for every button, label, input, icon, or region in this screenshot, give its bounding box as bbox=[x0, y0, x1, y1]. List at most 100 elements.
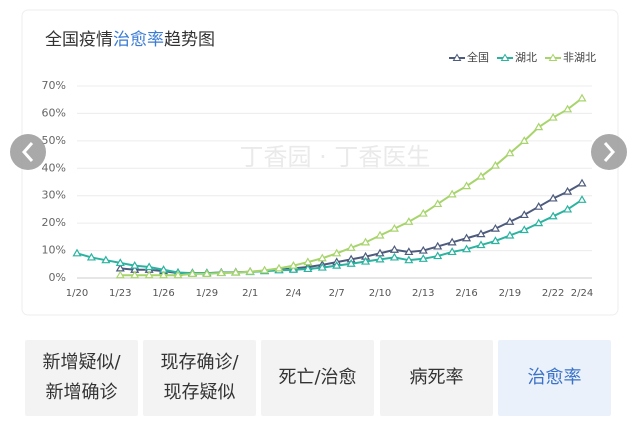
tab[interactable]: 治愈率 bbox=[498, 340, 611, 416]
point-marker bbox=[101, 255, 111, 264]
legend-marker bbox=[452, 53, 462, 61]
point-marker bbox=[418, 208, 428, 217]
legend-marker bbox=[500, 53, 510, 61]
point-marker bbox=[563, 204, 573, 213]
point-marker bbox=[375, 254, 385, 263]
x-tick-label: 2/7 bbox=[329, 288, 345, 299]
point-marker bbox=[389, 223, 399, 232]
point-marker bbox=[115, 258, 125, 267]
point-marker bbox=[519, 136, 529, 144]
point-marker bbox=[346, 243, 356, 251]
point-marker bbox=[404, 217, 414, 225]
legend-marker bbox=[548, 53, 558, 61]
point-marker bbox=[519, 225, 529, 234]
point-marker bbox=[130, 260, 140, 269]
legend-label: 湖北 bbox=[515, 51, 537, 64]
x-tick-label: 2/16 bbox=[455, 288, 477, 299]
point-marker bbox=[447, 247, 457, 256]
tab[interactable]: 病死率 bbox=[380, 340, 493, 416]
point-marker bbox=[490, 236, 500, 245]
point-marker bbox=[433, 199, 443, 208]
point-marker bbox=[447, 189, 457, 198]
point-marker bbox=[577, 93, 587, 102]
tab[interactable]: 死亡/治愈 bbox=[261, 340, 374, 416]
point-marker bbox=[86, 252, 96, 261]
point-marker bbox=[260, 265, 270, 274]
y-tick-label: 0% bbox=[49, 271, 66, 284]
point-marker bbox=[72, 248, 82, 257]
x-tick-label: 2/19 bbox=[499, 288, 521, 299]
tab-label: 现存确诊/ bbox=[160, 352, 239, 373]
y-tick-label: 60% bbox=[42, 106, 66, 119]
point-marker bbox=[476, 229, 486, 238]
watermark: 丁香园 · 丁香医生 bbox=[240, 143, 431, 171]
point-marker bbox=[130, 270, 140, 279]
point-marker bbox=[303, 257, 313, 266]
point-marker bbox=[317, 262, 327, 271]
point-marker bbox=[433, 241, 443, 250]
point-marker bbox=[462, 181, 472, 190]
legend-label: 全国 bbox=[467, 50, 489, 64]
point-marker bbox=[303, 264, 313, 273]
point-marker bbox=[505, 217, 515, 225]
point-marker bbox=[548, 211, 558, 220]
point-marker bbox=[563, 104, 573, 113]
y-tick-label: 10% bbox=[42, 244, 66, 257]
point-marker bbox=[577, 195, 587, 203]
point-marker bbox=[462, 244, 472, 253]
point-marker bbox=[548, 112, 558, 121]
title-highlight: 治愈率 bbox=[113, 30, 164, 50]
tab-label: 新增疑似/ bbox=[42, 352, 121, 373]
point-marker bbox=[577, 178, 587, 187]
tab[interactable]: 现存确诊/现存疑似 bbox=[143, 340, 256, 416]
tab[interactable]: 新增疑似/新增确诊 bbox=[25, 340, 138, 416]
x-tick-label: 1/23 bbox=[109, 288, 131, 299]
title-prefix: 全国疫情 bbox=[45, 30, 113, 50]
x-tick-label: 2/22 bbox=[542, 288, 564, 299]
chart-title: 全国疫情治愈率趋势图 bbox=[45, 30, 215, 50]
point-marker bbox=[144, 262, 154, 271]
point-marker bbox=[115, 270, 125, 279]
legend-label: 非湖北 bbox=[563, 51, 596, 64]
tab-label: 死亡/治愈 bbox=[278, 367, 357, 388]
point-marker bbox=[490, 223, 500, 232]
point-marker bbox=[548, 193, 558, 202]
point-marker bbox=[216, 268, 226, 277]
point-marker bbox=[476, 240, 486, 249]
point-marker bbox=[288, 265, 298, 273]
point-marker bbox=[332, 260, 342, 269]
y-tick-label: 40% bbox=[42, 161, 66, 174]
point-marker bbox=[534, 201, 544, 210]
y-tick-label: 30% bbox=[42, 189, 66, 202]
point-marker bbox=[361, 237, 371, 246]
point-marker bbox=[375, 230, 385, 239]
x-tick-label: 1/29 bbox=[196, 288, 218, 299]
point-marker bbox=[274, 263, 284, 272]
point-marker bbox=[346, 259, 356, 267]
nav-next[interactable] bbox=[591, 134, 627, 170]
x-tick-label: 2/13 bbox=[412, 288, 434, 299]
x-tick-label: 1/20 bbox=[66, 288, 88, 299]
y-tick-label: 20% bbox=[42, 216, 66, 229]
point-marker bbox=[288, 260, 298, 269]
y-tick-label: 70% bbox=[42, 79, 66, 92]
point-marker bbox=[389, 245, 399, 253]
y-tick-label: 50% bbox=[42, 134, 66, 147]
point-marker bbox=[534, 218, 544, 227]
point-marker bbox=[317, 253, 327, 262]
point-marker bbox=[433, 251, 443, 260]
point-marker bbox=[447, 237, 457, 246]
nav-prev[interactable] bbox=[10, 134, 46, 170]
point-marker bbox=[389, 252, 399, 261]
point-marker bbox=[404, 255, 414, 264]
tab-label: 病死率 bbox=[409, 367, 464, 388]
point-marker bbox=[505, 148, 515, 157]
point-marker bbox=[534, 122, 544, 131]
x-tick-label: 2/10 bbox=[369, 288, 391, 299]
point-marker bbox=[245, 267, 255, 275]
tab-bar: 新增疑似/新增确诊 现存确诊/现存疑似 死亡/治愈 病死率 治愈率 bbox=[0, 340, 641, 416]
point-marker bbox=[159, 270, 169, 279]
point-marker bbox=[462, 233, 472, 242]
point-marker bbox=[332, 248, 342, 257]
